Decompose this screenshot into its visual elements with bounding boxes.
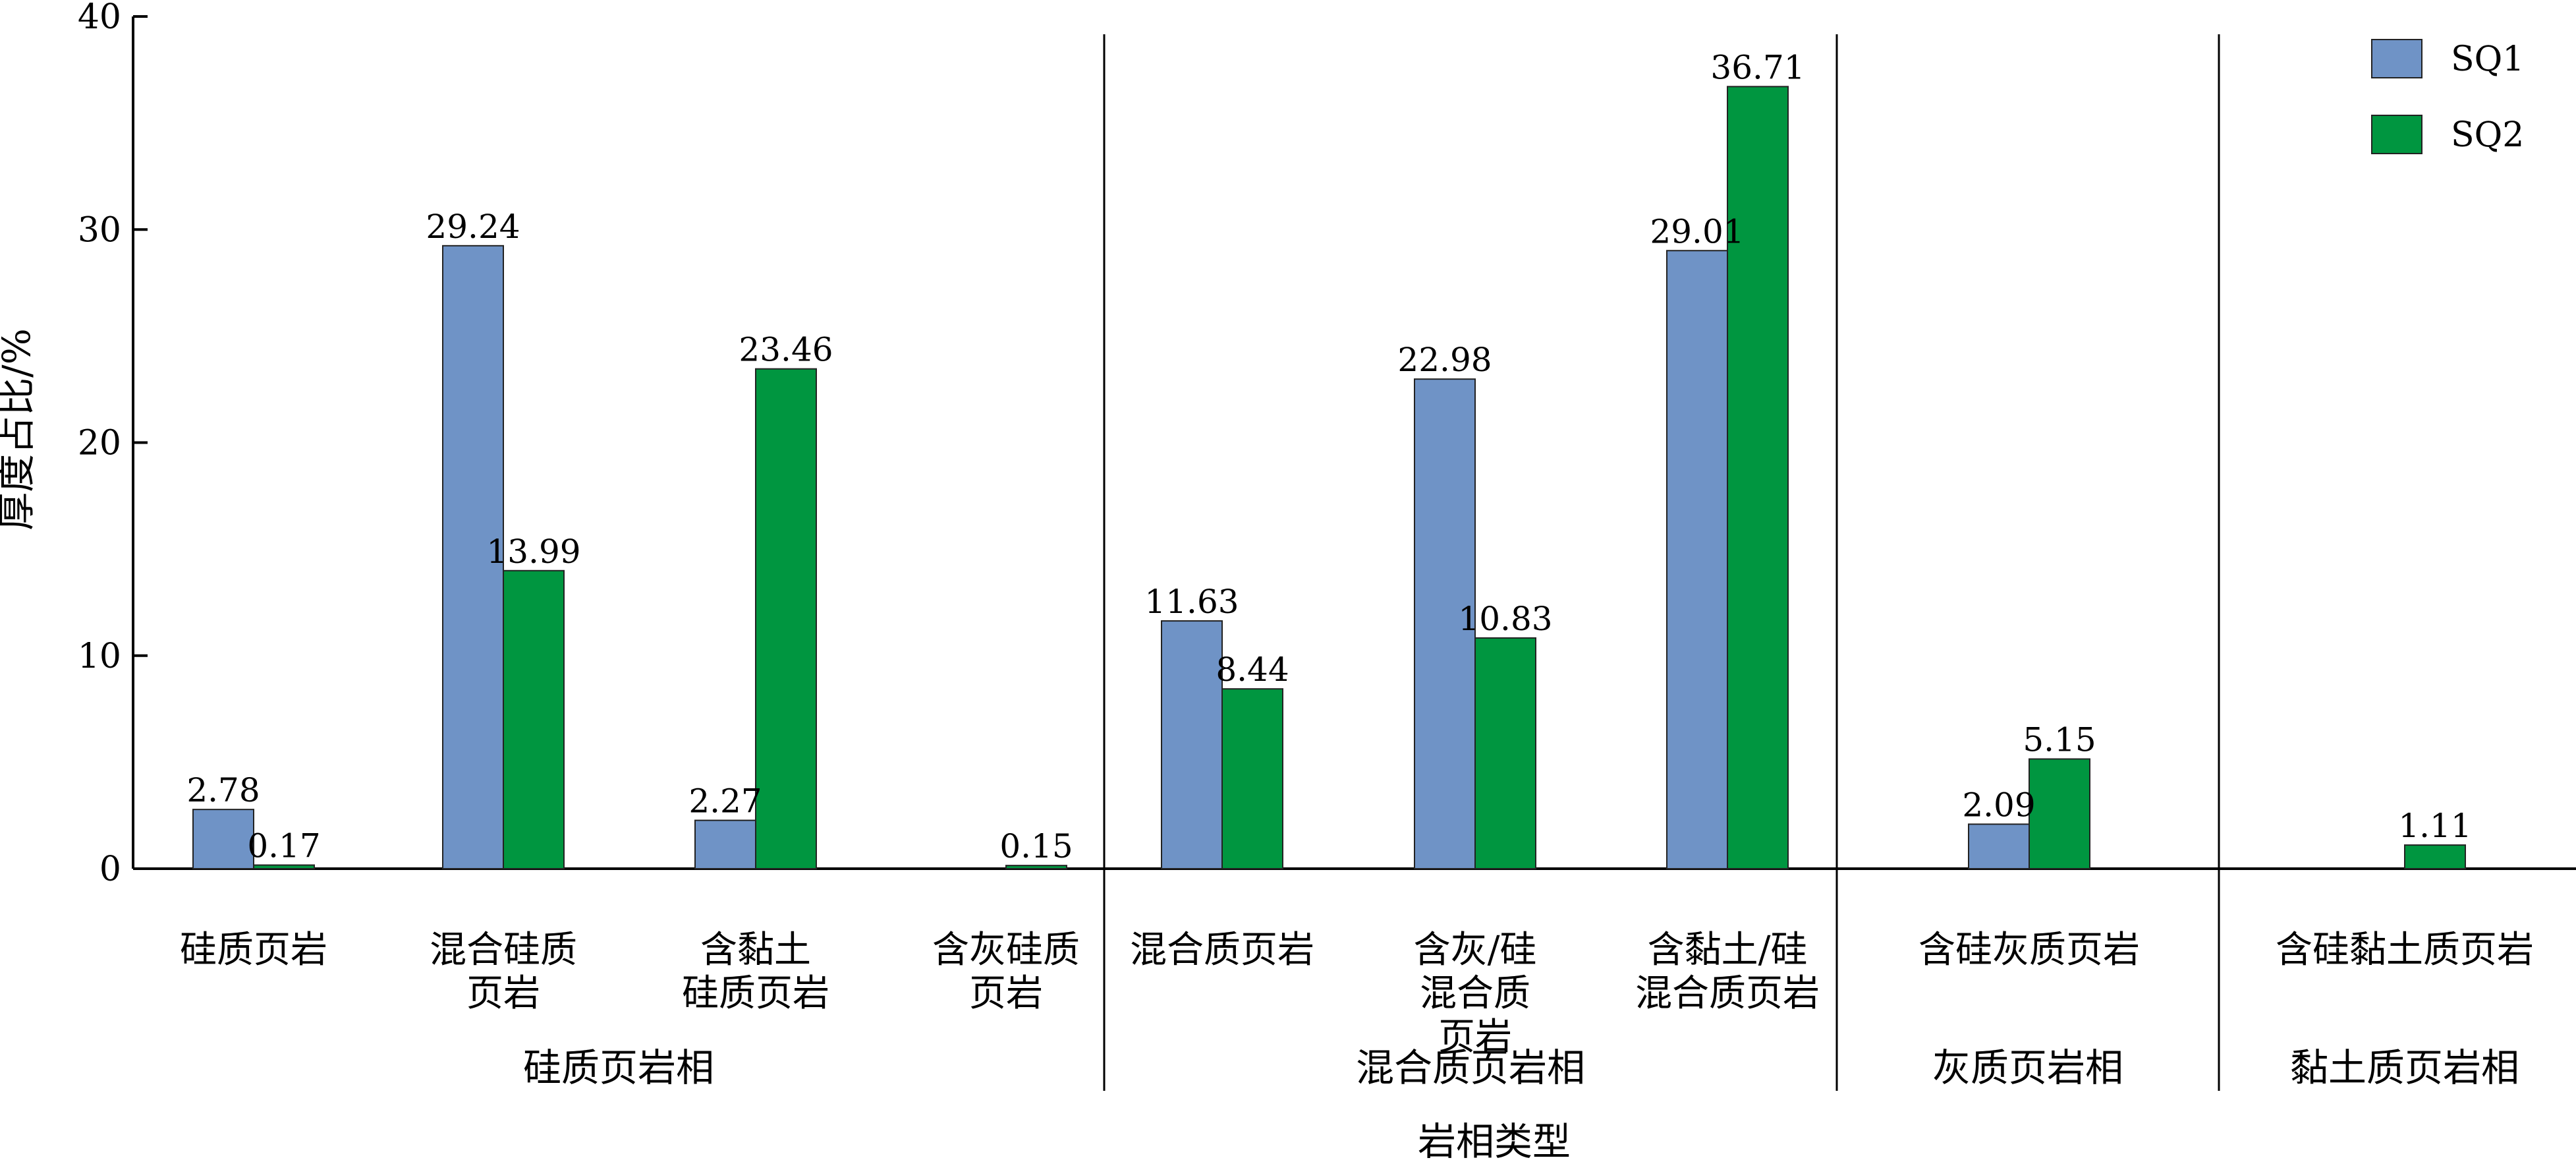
data-label-sq2: 0.17 xyxy=(247,827,320,865)
y-tick-label: 0 xyxy=(99,850,121,889)
x-tick-label: 含灰/硅混合质页岩 xyxy=(1414,929,1537,1059)
data-label-sq2: 23.46 xyxy=(739,331,833,369)
x-axis-title: 岩相类型 xyxy=(1418,1119,1571,1162)
x-tick-label: 含硅黏土质页岩 xyxy=(2276,929,2534,972)
y-axis-title: 厚度占比/% xyxy=(0,328,39,531)
bar-sq1-7 xyxy=(1968,823,2030,870)
data-label-sq2: 0.15 xyxy=(999,827,1073,865)
y-tick-label: 20 xyxy=(78,424,121,463)
legend-label-sq2: SQ2 xyxy=(2451,115,2524,155)
data-label-sq2: 1.11 xyxy=(2398,807,2471,845)
group-label: 黏土质页岩相 xyxy=(2290,1045,2519,1090)
data-label-sq2: 5.15 xyxy=(2023,721,2096,759)
bar-sq2-7 xyxy=(2029,758,2090,869)
bar-sq1-6 xyxy=(1666,250,1728,869)
x-tick-label: 含黏土/硅混合质页岩 xyxy=(1635,929,1820,1015)
bars xyxy=(192,86,2466,870)
x-tick-label: 混合硅质页岩 xyxy=(430,929,577,1015)
legend-label-sq1: SQ1 xyxy=(2451,40,2524,79)
bar-sq1-1 xyxy=(442,245,504,869)
y-tick-label: 30 xyxy=(78,210,121,250)
bar-sq2-8 xyxy=(2404,844,2466,870)
group-label: 灰质页岩相 xyxy=(1932,1045,2123,1090)
bar-sq2-2 xyxy=(755,368,817,869)
legend: SQ1 SQ2 xyxy=(2371,39,2524,155)
bar-sq1-4 xyxy=(1161,620,1223,869)
bar-sq2-5 xyxy=(1474,637,1536,869)
x-tick-label: 硅质页岩 xyxy=(180,929,327,972)
legend-swatch-sq1 xyxy=(2371,39,2422,78)
y-tick-label: 10 xyxy=(78,637,121,676)
bar-sq1-2 xyxy=(694,819,756,869)
x-tick-label: 含灰硅质页岩 xyxy=(932,929,1080,1015)
labels: 2.78 29.24 2.27 11.63 22.98 29.01 2.09 0.17 13.9… xyxy=(180,48,2534,1090)
data-label-sq1: 2.78 xyxy=(186,771,260,809)
x-tick-label: 混合质页岩 xyxy=(1130,929,1314,972)
data-label-sq1: 29.01 xyxy=(1650,212,1744,250)
data-label-sq2: 8.44 xyxy=(1216,651,1289,689)
data-label-sq1: 2.27 xyxy=(688,782,762,821)
bar-sq2-0 xyxy=(253,864,315,870)
bar-sq2-6 xyxy=(1727,86,1789,869)
legend-swatch-sq2 xyxy=(2371,115,2422,154)
data-label-sq1: 22.98 xyxy=(1397,341,1492,379)
bar-sq2-3 xyxy=(1005,865,1067,869)
x-tick-label: 含硅灰质页岩 xyxy=(1918,929,2140,972)
group-label: 混合质页岩相 xyxy=(1356,1045,1585,1090)
bar-sq1-0 xyxy=(192,809,254,869)
data-label-sq2: 13.99 xyxy=(486,533,580,571)
data-label-sq1: 11.63 xyxy=(1144,583,1239,621)
data-label-sq1: 29.24 xyxy=(426,208,520,246)
data-label-sq2: 36.71 xyxy=(1710,48,1805,86)
data-label-sq2: 10.83 xyxy=(1458,600,1552,638)
bar-sq1-5 xyxy=(1414,378,1476,869)
y-tick-label: 40 xyxy=(78,0,121,37)
group-label: 硅质页岩相 xyxy=(523,1045,714,1090)
x-tick-label: 含黏土硅质页岩 xyxy=(682,929,829,1015)
bar-sq2-1 xyxy=(503,569,565,869)
data-label-sq1: 2.09 xyxy=(1962,786,2035,824)
bar-sq2-4 xyxy=(1221,688,1283,869)
